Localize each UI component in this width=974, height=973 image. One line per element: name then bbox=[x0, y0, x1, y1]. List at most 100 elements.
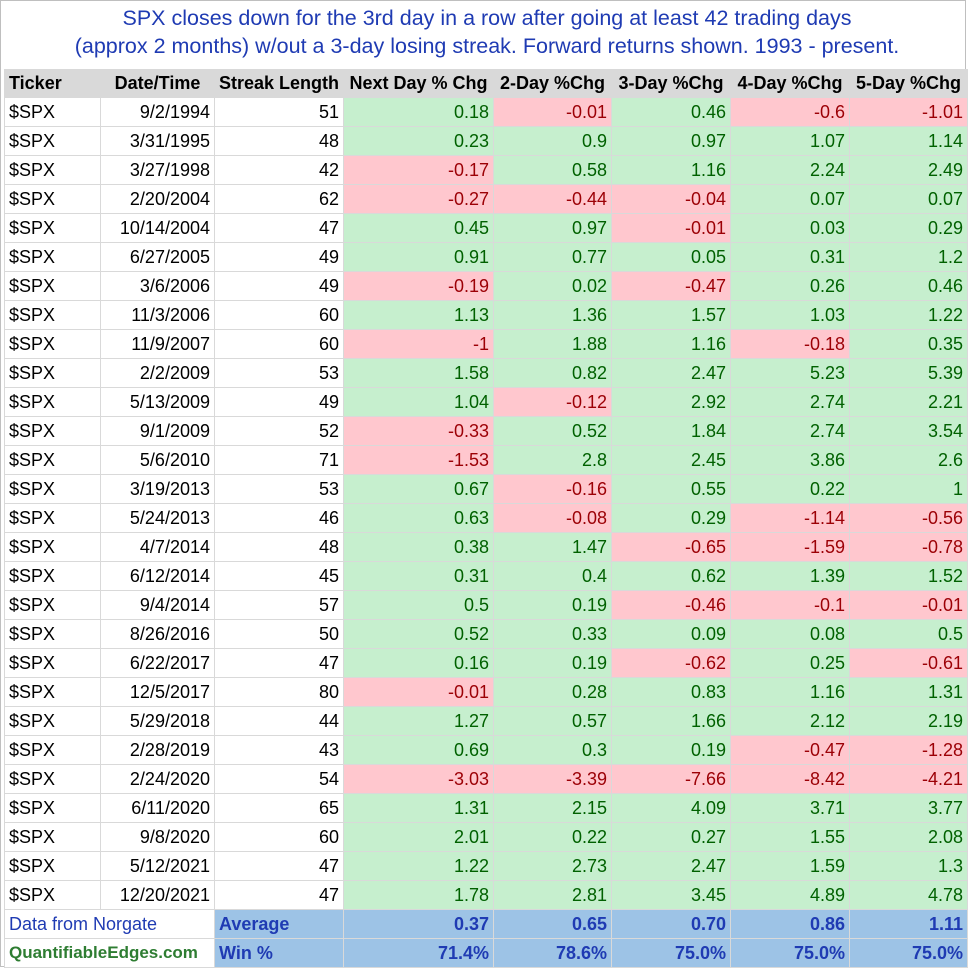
3-day-cell[interactable]: 2.92 bbox=[611, 387, 732, 417]
4-day-cell[interactable]: 0.08 bbox=[730, 619, 851, 649]
4-day-cell[interactable]: 2.24 bbox=[730, 155, 851, 185]
date-cell[interactable]: 9/2/1994 bbox=[100, 97, 215, 127]
date-cell[interactable]: 9/8/2020 bbox=[100, 822, 215, 852]
3-day-cell[interactable]: -7.66 bbox=[611, 764, 732, 794]
streak-cell[interactable]: 48 bbox=[213, 532, 345, 562]
next-day-cell[interactable]: 0.38 bbox=[343, 532, 495, 562]
3-day-cell[interactable]: 3.45 bbox=[611, 880, 732, 910]
ticker-cell[interactable]: $SPX bbox=[4, 648, 101, 678]
3-day-cell[interactable]: -0.65 bbox=[611, 532, 732, 562]
date-cell[interactable]: 2/28/2019 bbox=[100, 735, 215, 765]
next-day-cell[interactable]: 0.45 bbox=[343, 213, 495, 243]
3-day-cell[interactable]: 1.57 bbox=[611, 300, 732, 330]
5-day-cell[interactable]: 1.2 bbox=[849, 242, 969, 272]
ticker-cell[interactable]: $SPX bbox=[4, 822, 101, 852]
4-day-cell[interactable]: 1.55 bbox=[730, 822, 851, 852]
3-day-cell[interactable]: 0.19 bbox=[611, 735, 732, 765]
3-day-cell[interactable]: 0.46 bbox=[611, 97, 732, 127]
5-day-cell[interactable]: 0.29 bbox=[849, 213, 969, 243]
3-day-cell[interactable]: -0.46 bbox=[611, 590, 732, 620]
5-day-cell[interactable]: 4.78 bbox=[849, 880, 969, 910]
2-day-cell[interactable]: 0.97 bbox=[493, 213, 613, 243]
3-day-cell[interactable]: 0.29 bbox=[611, 503, 732, 533]
4-day-cell[interactable]: -0.47 bbox=[730, 735, 851, 765]
5-day-cell[interactable]: 1 bbox=[849, 474, 969, 504]
next-day-cell[interactable]: 0.31 bbox=[343, 561, 495, 591]
streak-cell[interactable]: 49 bbox=[213, 242, 345, 272]
5-day-cell[interactable]: 1.52 bbox=[849, 561, 969, 591]
ticker-cell[interactable]: $SPX bbox=[4, 561, 101, 591]
col-header-ticker[interactable]: Ticker bbox=[4, 69, 101, 98]
4-day-cell[interactable]: 3.71 bbox=[730, 793, 851, 823]
streak-cell[interactable]: 65 bbox=[213, 793, 345, 823]
3-day-cell[interactable]: -0.47 bbox=[611, 271, 732, 301]
date-cell[interactable]: 3/27/1998 bbox=[100, 155, 215, 185]
4-day-cell[interactable]: 2.12 bbox=[730, 706, 851, 736]
ticker-cell[interactable]: $SPX bbox=[4, 532, 101, 562]
next-day-cell[interactable]: 1.27 bbox=[343, 706, 495, 736]
4-day-cell[interactable]: 2.74 bbox=[730, 387, 851, 417]
ticker-cell[interactable]: $SPX bbox=[4, 387, 101, 417]
date-cell[interactable]: 3/31/1995 bbox=[100, 126, 215, 156]
streak-cell[interactable]: 60 bbox=[213, 329, 345, 359]
5-day-cell[interactable]: 0.07 bbox=[849, 184, 969, 214]
next-day-cell[interactable]: -0.01 bbox=[343, 677, 495, 707]
ticker-cell[interactable]: $SPX bbox=[4, 503, 101, 533]
streak-cell[interactable]: 48 bbox=[213, 126, 345, 156]
date-cell[interactable]: 6/22/2017 bbox=[100, 648, 215, 678]
5-day-cell[interactable]: 2.49 bbox=[849, 155, 969, 185]
4-day-cell[interactable]: -0.18 bbox=[730, 329, 851, 359]
4-day-cell[interactable]: 1.39 bbox=[730, 561, 851, 591]
win-pct-5-day[interactable]: 75.0% bbox=[849, 938, 969, 968]
4-day-cell[interactable]: -0.6 bbox=[730, 97, 851, 127]
date-cell[interactable]: 3/19/2013 bbox=[100, 474, 215, 504]
col-header-date[interactable]: Date/Time bbox=[100, 69, 215, 98]
next-day-cell[interactable]: 1.13 bbox=[343, 300, 495, 330]
3-day-cell[interactable]: -0.62 bbox=[611, 648, 732, 678]
date-cell[interactable]: 5/29/2018 bbox=[100, 706, 215, 736]
col-header-next-day[interactable]: Next Day % Chg bbox=[343, 69, 495, 98]
date-cell[interactable]: 9/1/2009 bbox=[100, 416, 215, 446]
ticker-cell[interactable]: $SPX bbox=[4, 300, 101, 330]
next-day-cell[interactable]: 0.18 bbox=[343, 97, 495, 127]
2-day-cell[interactable]: -0.08 bbox=[493, 503, 613, 533]
3-day-cell[interactable]: 2.47 bbox=[611, 358, 732, 388]
win-pct-2-day[interactable]: 78.6% bbox=[493, 938, 613, 968]
3-day-cell[interactable]: 1.66 bbox=[611, 706, 732, 736]
average-5-day[interactable]: 1.11 bbox=[849, 909, 969, 939]
win-pct-4-day[interactable]: 75.0% bbox=[730, 938, 851, 968]
3-day-cell[interactable]: 0.97 bbox=[611, 126, 732, 156]
ticker-cell[interactable]: $SPX bbox=[4, 184, 101, 214]
3-day-cell[interactable]: 0.09 bbox=[611, 619, 732, 649]
next-day-cell[interactable]: 1.31 bbox=[343, 793, 495, 823]
2-day-cell[interactable]: -0.01 bbox=[493, 97, 613, 127]
5-day-cell[interactable]: 2.08 bbox=[849, 822, 969, 852]
4-day-cell[interactable]: 4.89 bbox=[730, 880, 851, 910]
2-day-cell[interactable]: 0.22 bbox=[493, 822, 613, 852]
4-day-cell[interactable]: -0.1 bbox=[730, 590, 851, 620]
average-next-day[interactable]: 0.37 bbox=[343, 909, 495, 939]
streak-cell[interactable]: 80 bbox=[213, 677, 345, 707]
ticker-cell[interactable]: $SPX bbox=[4, 735, 101, 765]
5-day-cell[interactable]: -0.56 bbox=[849, 503, 969, 533]
2-day-cell[interactable]: 0.58 bbox=[493, 155, 613, 185]
date-cell[interactable]: 3/6/2006 bbox=[100, 271, 215, 301]
5-day-cell[interactable]: 3.54 bbox=[849, 416, 969, 446]
date-cell[interactable]: 11/9/2007 bbox=[100, 329, 215, 359]
streak-cell[interactable]: 60 bbox=[213, 822, 345, 852]
5-day-cell[interactable]: 2.19 bbox=[849, 706, 969, 736]
2-day-cell[interactable]: 2.81 bbox=[493, 880, 613, 910]
streak-cell[interactable]: 57 bbox=[213, 590, 345, 620]
ticker-cell[interactable]: $SPX bbox=[4, 590, 101, 620]
streak-cell[interactable]: 50 bbox=[213, 619, 345, 649]
4-day-cell[interactable]: 0.07 bbox=[730, 184, 851, 214]
date-cell[interactable]: 4/7/2014 bbox=[100, 532, 215, 562]
date-cell[interactable]: 6/27/2005 bbox=[100, 242, 215, 272]
date-cell[interactable]: 5/12/2021 bbox=[100, 851, 215, 881]
date-cell[interactable]: 12/5/2017 bbox=[100, 677, 215, 707]
average-label[interactable]: Average bbox=[213, 909, 345, 939]
3-day-cell[interactable]: 0.05 bbox=[611, 242, 732, 272]
ticker-cell[interactable]: $SPX bbox=[4, 358, 101, 388]
2-day-cell[interactable]: 1.88 bbox=[493, 329, 613, 359]
ticker-cell[interactable]: $SPX bbox=[4, 706, 101, 736]
